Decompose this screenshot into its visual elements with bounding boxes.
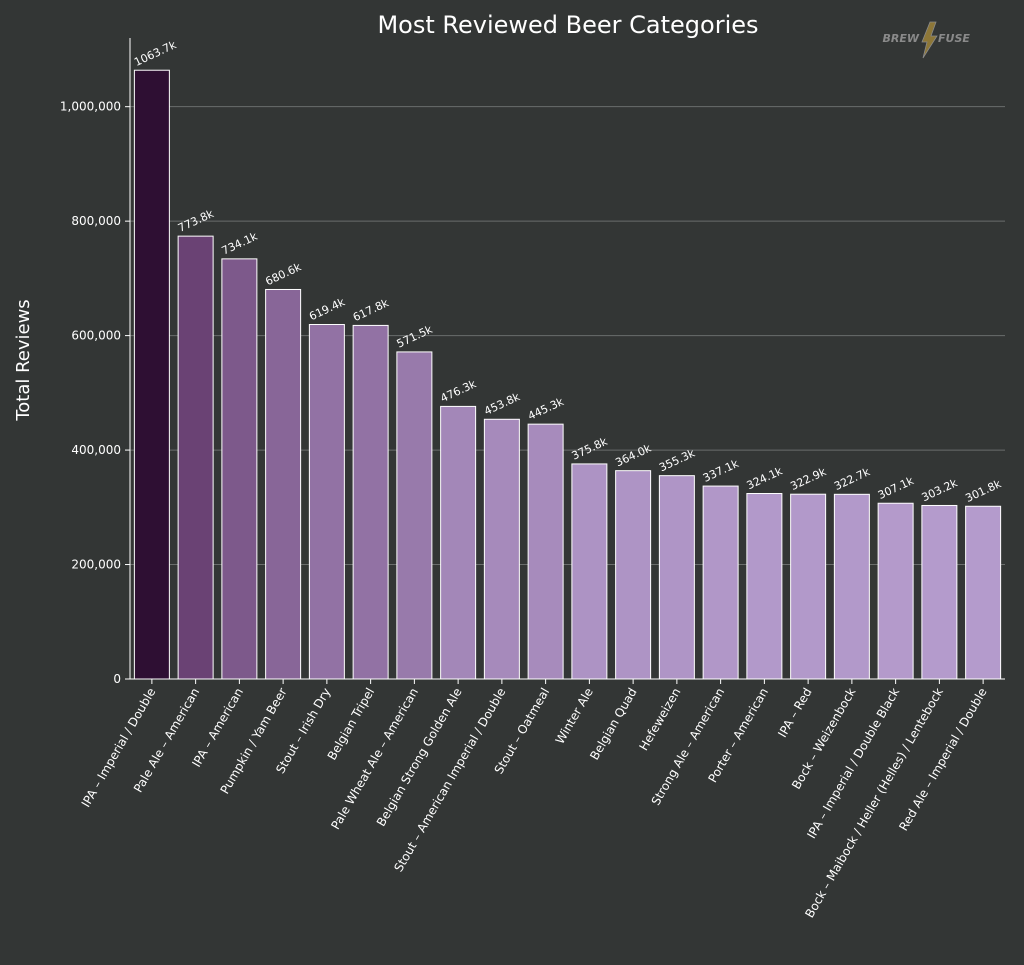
data-label: 734.1k xyxy=(220,230,260,258)
data-label: 324.1k xyxy=(745,464,785,492)
y-tick-label: 400,000 xyxy=(71,443,121,457)
bar xyxy=(483,418,520,680)
data-label: 337.1k xyxy=(701,457,741,485)
data-label: 322.7k xyxy=(832,465,872,493)
data-label: 364.0k xyxy=(613,441,653,469)
data-label: 617.8k xyxy=(351,296,391,324)
bar xyxy=(746,493,783,680)
bar xyxy=(527,423,564,680)
x-tick-label: IPA – Imperial / Double xyxy=(79,686,159,810)
bar xyxy=(658,475,695,680)
logo-text-right: FUSE xyxy=(938,32,970,45)
bar xyxy=(440,405,477,680)
y-axis-label: Total Reviews xyxy=(13,299,34,421)
bar xyxy=(921,504,958,680)
bar xyxy=(833,493,870,680)
y-tick-label: 200,000 xyxy=(71,558,121,572)
bar xyxy=(177,235,214,680)
x-tick-label: IPA – Imperial / Double Black xyxy=(804,685,902,841)
data-label: 571.5k xyxy=(395,323,435,351)
bar xyxy=(965,505,1002,680)
y-axis-ticks: 0 200,000 400,000 600,000 800,000 1,000,000 xyxy=(60,100,130,686)
x-tick-label: Red Ale – Imperial / Double xyxy=(896,686,989,834)
brewfuse-logo: BREW FUSE xyxy=(882,21,970,59)
grid-lines xyxy=(130,106,1005,566)
y-tick-label: 800,000 xyxy=(71,214,121,228)
bar xyxy=(133,69,170,680)
bar xyxy=(702,485,739,680)
y-tick-label: 1,000,000 xyxy=(60,100,121,114)
x-tick-label: IPA – Red xyxy=(775,686,814,740)
data-label: 303.2k xyxy=(920,476,960,504)
x-tick-label: Winter Ale xyxy=(553,686,596,747)
x-tick-label: Belgian Tripel xyxy=(325,686,378,763)
data-label: 453.8k xyxy=(482,390,522,418)
data-label: 619.4k xyxy=(307,295,347,323)
data-label: 445.3k xyxy=(526,395,566,423)
bar xyxy=(221,258,258,680)
data-label: 375.8k xyxy=(570,435,610,463)
bar xyxy=(790,493,827,680)
data-label: 301.8k xyxy=(963,477,1003,505)
x-tick-label: Hefeweizen xyxy=(636,686,683,753)
bar xyxy=(877,502,914,680)
x-tick-label: Belgian Quad xyxy=(587,686,639,763)
axes xyxy=(129,38,1005,680)
y-tick-label: 600,000 xyxy=(71,329,121,343)
logo-text-left: BREW xyxy=(882,32,919,45)
data-label: 680.6k xyxy=(263,260,303,288)
lightning-bolt-icon xyxy=(921,21,938,59)
x-tick-label: Belgian Strong Golden Ale xyxy=(374,686,465,829)
data-label: 322.9k xyxy=(788,465,828,493)
bar xyxy=(571,463,608,680)
x-tick-label: Pale Wheat Ale – American xyxy=(328,686,421,832)
data-label: 773.8k xyxy=(176,207,216,235)
bars xyxy=(133,69,1002,680)
bar xyxy=(308,324,345,680)
bar xyxy=(352,324,389,680)
data-label: 1063.7k xyxy=(132,38,179,69)
bar xyxy=(615,470,652,680)
chart-title: Most Reviewed Beer Categories xyxy=(377,11,758,39)
data-label: 307.1k xyxy=(876,474,916,502)
bar xyxy=(396,351,433,680)
data-label: 476.3k xyxy=(438,377,478,405)
y-tick-label: 0 xyxy=(113,672,121,686)
bar xyxy=(265,288,302,680)
